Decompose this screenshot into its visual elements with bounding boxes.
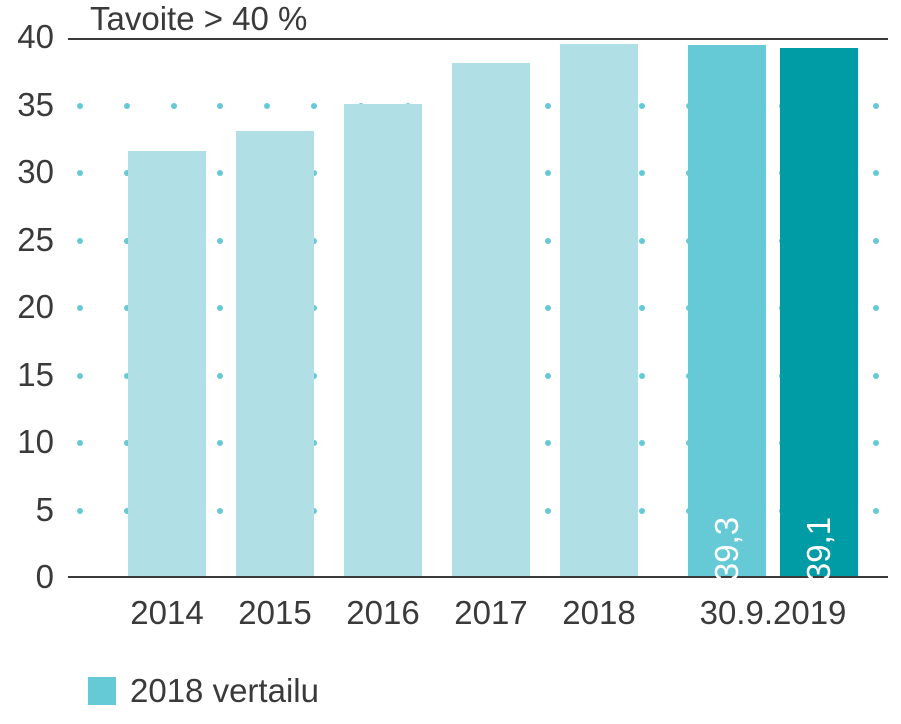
grid-dot [77, 103, 83, 109]
bar [452, 63, 530, 576]
grid-dot [639, 103, 645, 109]
grid-dot [639, 238, 645, 244]
bar-value-label: 39,3 [708, 517, 746, 581]
grid-dot [545, 440, 551, 446]
grid-dot [264, 103, 270, 109]
y-tick-label: 10 [0, 423, 54, 461]
grid-dot [545, 305, 551, 311]
legend-swatch [88, 677, 116, 705]
x-tick-label: 30.9.2019 [673, 594, 873, 632]
grid-dot [77, 305, 83, 311]
legend: 2018 vertailu [88, 672, 319, 710]
bar-chart: Tavoite > 40 %39,339,1051015202530354020… [0, 0, 901, 724]
grid-dot [217, 170, 223, 176]
y-tick-label: 5 [0, 491, 54, 529]
grid-dot [217, 103, 223, 109]
bar [560, 44, 638, 576]
grid-dot [873, 170, 879, 176]
grid-dot [639, 305, 645, 311]
y-tick-label: 20 [0, 288, 54, 326]
grid-dot [545, 508, 551, 514]
grid-dot [217, 440, 223, 446]
grid-dot [873, 440, 879, 446]
grid-dot [124, 103, 130, 109]
y-tick-label: 35 [0, 86, 54, 124]
target-line [68, 38, 888, 40]
bar [344, 104, 422, 577]
grid-dot [639, 440, 645, 446]
grid-dot [639, 170, 645, 176]
y-tick-label: 0 [0, 558, 54, 596]
grid-dot [217, 238, 223, 244]
grid-dot [311, 103, 317, 109]
bar [236, 131, 314, 577]
grid-dot [217, 508, 223, 514]
y-tick-label: 25 [0, 221, 54, 259]
grid-dot [545, 170, 551, 176]
bar: 39,3 [688, 45, 766, 576]
grid-dot [171, 103, 177, 109]
y-tick-label: 30 [0, 153, 54, 191]
grid-dot [77, 170, 83, 176]
grid-dot [77, 373, 83, 379]
grid-dot [873, 238, 879, 244]
grid-dot [873, 373, 879, 379]
y-tick-label: 15 [0, 356, 54, 394]
grid-dot [217, 305, 223, 311]
grid-dot [545, 103, 551, 109]
grid-dot [873, 305, 879, 311]
bar: 39,1 [780, 48, 858, 576]
legend-label: 2018 vertailu [130, 672, 319, 710]
grid-dot [639, 373, 645, 379]
grid-dot [77, 508, 83, 514]
grid-dot [77, 440, 83, 446]
grid-dot [873, 508, 879, 514]
y-tick-label: 40 [0, 18, 54, 56]
bar-value-label: 39,1 [800, 517, 838, 581]
grid-dot [873, 103, 879, 109]
grid-dot [217, 373, 223, 379]
grid-dot [545, 238, 551, 244]
grid-dot [77, 238, 83, 244]
chart-title: Tavoite > 40 % [90, 0, 307, 38]
x-tick-label: 2018 [499, 594, 699, 632]
plot-area: 39,339,1 [68, 38, 888, 578]
bar [128, 151, 206, 576]
grid-dot [545, 373, 551, 379]
grid-dot [639, 508, 645, 514]
